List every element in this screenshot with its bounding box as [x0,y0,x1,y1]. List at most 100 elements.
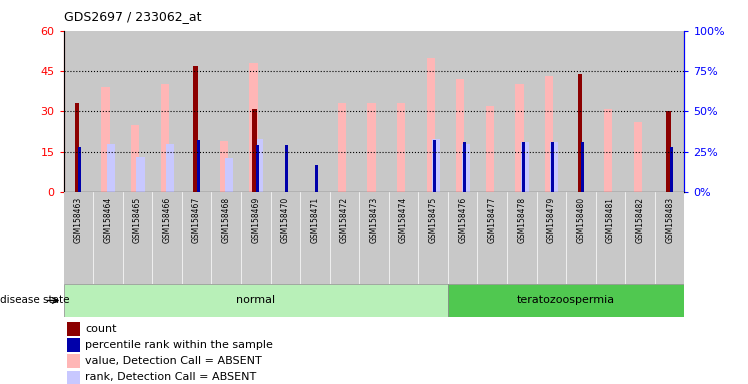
Text: value, Detection Call = ABSENT: value, Detection Call = ABSENT [85,356,262,366]
Bar [359,192,389,284]
Bar [107,144,115,192]
Bar [315,165,318,192]
Bar [577,74,582,192]
Bar [433,141,436,192]
Text: GSM158470: GSM158470 [280,197,289,243]
Bar [654,31,684,192]
Bar [94,31,123,192]
Bar [252,109,257,192]
Bar [182,31,212,192]
Bar [359,31,389,192]
Bar [330,31,359,192]
Bar [212,31,241,192]
Bar [193,66,197,192]
Bar [64,31,94,192]
Text: rank, Detection Call = ABSENT: rank, Detection Call = ABSENT [85,372,257,382]
Text: GSM158469: GSM158469 [251,197,260,243]
Bar [654,192,684,284]
Bar [94,192,123,284]
Text: GSM158465: GSM158465 [133,197,142,243]
Bar [241,192,271,284]
Text: percentile rank within the sample: percentile rank within the sample [85,340,273,350]
Bar [551,142,559,192]
Bar [271,31,300,192]
Bar [166,144,174,192]
Bar [515,84,524,192]
Bar [64,192,94,284]
Bar [432,139,441,192]
Text: GSM158472: GSM158472 [340,197,349,243]
Bar [595,31,625,192]
Bar [389,192,418,284]
Bar [367,103,375,192]
Bar [102,87,110,192]
Bar [581,142,584,192]
Text: GSM158478: GSM158478 [518,197,527,243]
Bar [153,192,182,284]
Bar [418,31,448,192]
Bar [254,139,263,192]
Bar [522,142,525,192]
Bar [67,354,80,368]
Bar [477,31,507,192]
Bar [477,192,507,284]
Bar [595,192,625,284]
Bar [271,192,300,284]
Text: count: count [85,324,117,334]
Bar [666,111,671,192]
Bar [136,157,144,192]
Text: GSM158483: GSM158483 [665,197,674,243]
Bar [131,125,139,192]
Bar [64,284,448,317]
Bar [604,109,613,192]
Text: GSM158475: GSM158475 [429,197,438,243]
Text: GSM158473: GSM158473 [370,197,378,243]
Bar [551,142,554,192]
Text: GSM158466: GSM158466 [162,197,171,243]
Bar [123,31,153,192]
Bar [75,103,79,192]
Bar [197,141,200,192]
Bar [625,31,654,192]
Bar [182,192,212,284]
Bar [161,84,169,192]
Bar [397,103,405,192]
Bar [634,122,642,192]
Bar [330,192,359,284]
Text: teratozoospermia: teratozoospermia [517,295,615,306]
Bar [456,79,465,192]
Text: GSM158480: GSM158480 [577,197,586,243]
Bar [67,322,80,336]
Bar [485,106,494,192]
Bar [463,142,466,192]
Bar [153,31,182,192]
Text: GSM158463: GSM158463 [74,197,83,243]
Text: normal: normal [236,295,275,306]
Bar [300,31,330,192]
Bar [300,192,330,284]
Bar [79,147,82,192]
Bar [625,192,654,284]
Bar [338,103,346,192]
Bar [212,192,241,284]
Text: GSM158474: GSM158474 [399,197,408,243]
Bar [256,145,259,192]
Bar [225,158,233,192]
Text: disease state: disease state [0,295,70,306]
Text: GSM158477: GSM158477 [488,197,497,243]
Text: GSM158471: GSM158471 [310,197,319,243]
Bar [462,144,470,192]
Bar [418,192,448,284]
Text: GSM158464: GSM158464 [103,197,112,243]
Bar [448,284,684,317]
Bar [566,31,595,192]
Text: GSM158482: GSM158482 [636,197,645,243]
Bar [249,63,257,192]
Text: GSM158479: GSM158479 [547,197,556,243]
Bar [426,58,435,192]
Bar [285,145,288,192]
Bar [123,192,153,284]
Bar [241,31,271,192]
Bar [67,371,80,384]
Text: GSM158468: GSM158468 [221,197,230,243]
